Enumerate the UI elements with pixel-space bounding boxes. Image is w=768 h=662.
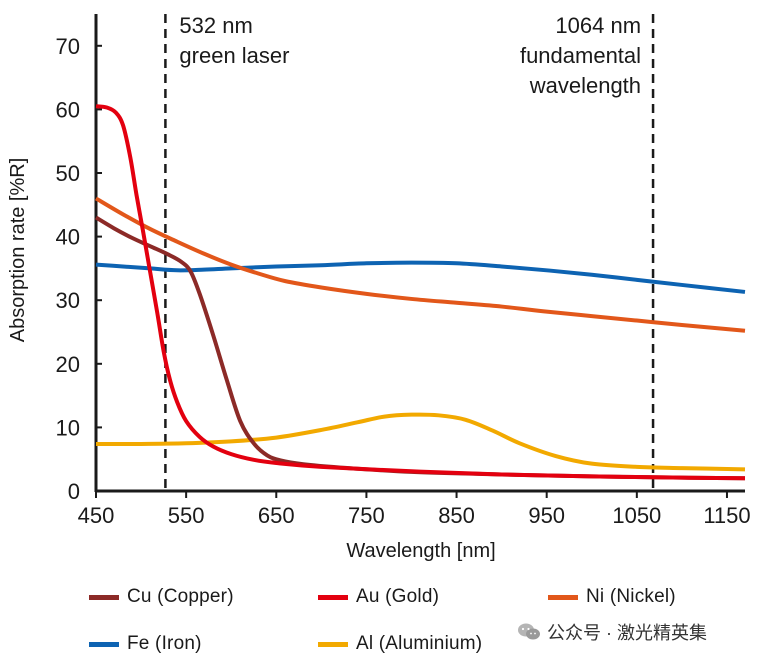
wechat-icon <box>518 623 540 640</box>
y-tick-label: 50 <box>56 161 80 186</box>
y-tick-label: 60 <box>56 97 80 122</box>
x-tick-label: 1050 <box>612 503 661 528</box>
series-line-fe <box>95 260 746 294</box>
y-tick-label: 30 <box>56 288 80 313</box>
annotation-label: green laser <box>179 43 289 68</box>
x-tick-label: 550 <box>168 503 205 528</box>
annotation-label: 532 nm <box>179 13 252 38</box>
series-line-al <box>95 412 746 472</box>
series-line-cu <box>94 215 746 481</box>
series-line-au <box>95 104 746 481</box>
x-tick-label: 450 <box>78 503 115 528</box>
x-tick-label: 950 <box>528 503 565 528</box>
watermark-text: 公众号 · 激光精英集 <box>547 623 707 643</box>
y-tick-label: 40 <box>56 225 80 250</box>
y-axis-label: Absorption rate [%R] <box>7 158 29 343</box>
y-tick-label: 10 <box>56 415 80 440</box>
watermark: 公众号 · 激光精英集 <box>517 619 707 645</box>
y-tick-label: 70 <box>56 34 80 59</box>
annotation-label: wavelength <box>529 73 641 98</box>
series-line-ni <box>94 196 746 333</box>
x-tick-label: 850 <box>438 503 475 528</box>
x-tick-label: 750 <box>348 503 385 528</box>
y-tick-label: 20 <box>56 352 80 377</box>
x-tick-label: 1150 <box>703 503 750 528</box>
x-axis-label: Wavelength [nm] <box>346 540 495 562</box>
x-tick-label: 650 <box>258 503 295 528</box>
annotation-label: fundamental <box>520 43 641 68</box>
y-tick-label: 0 <box>68 479 80 504</box>
annotation-label: 1064 nm <box>555 13 641 38</box>
